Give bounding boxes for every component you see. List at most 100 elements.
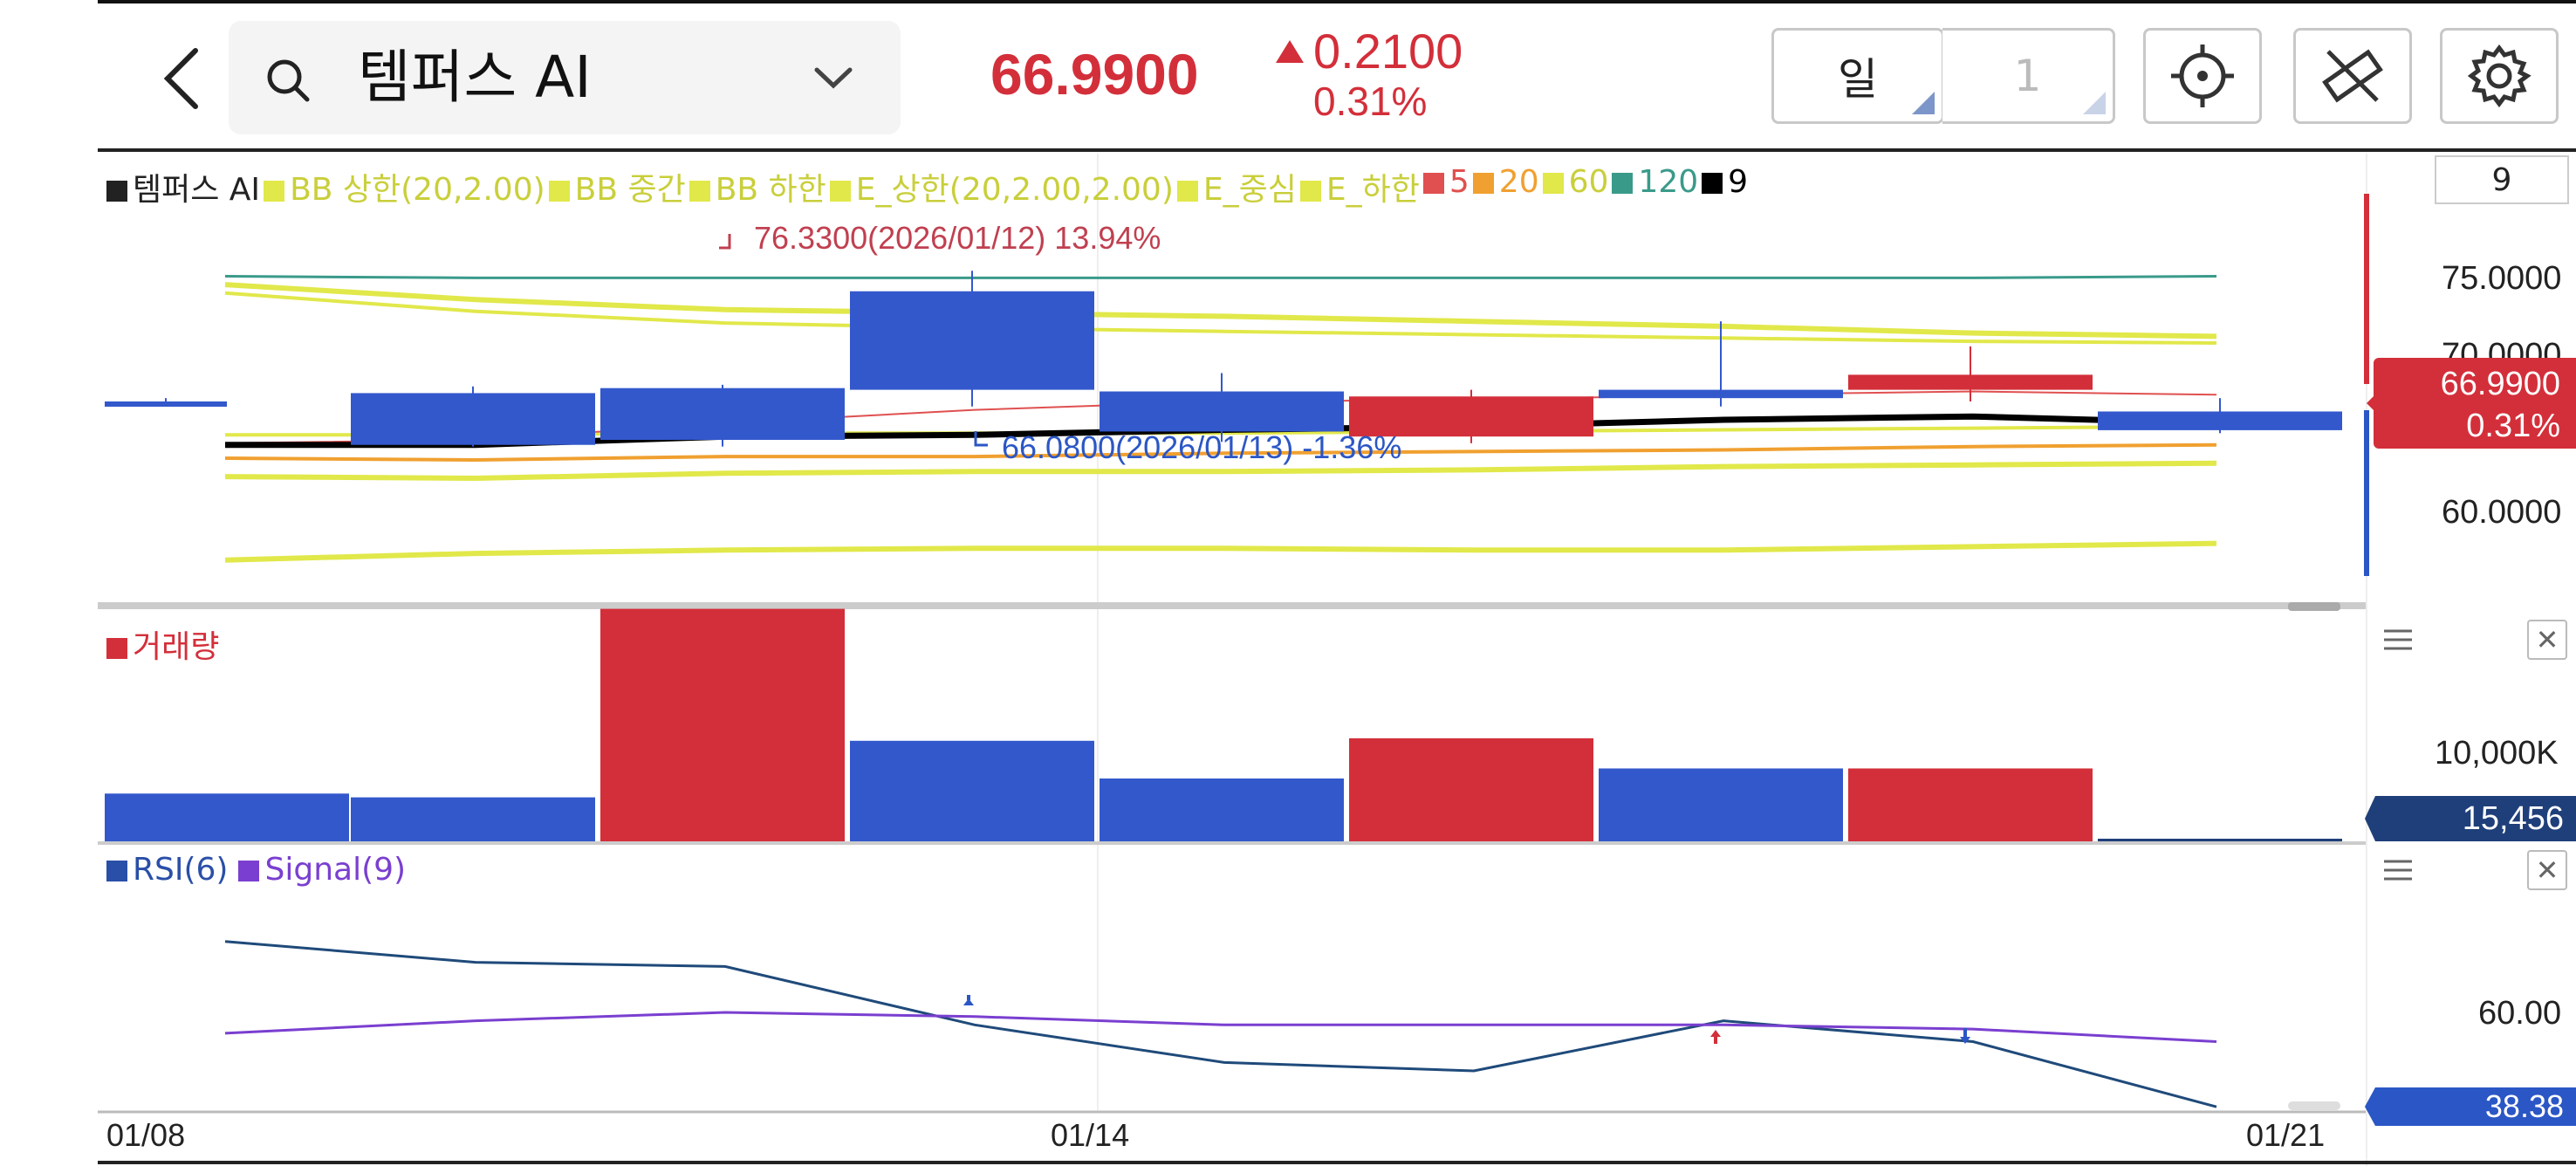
volume-bar [1848, 768, 2093, 841]
x-tick-label: 01/21 [2246, 1117, 2326, 1153]
legend-item[interactable]: 9 [1702, 164, 1748, 209]
indicator-line [224, 442, 2217, 463]
legend-item[interactable]: E_하한 [1299, 164, 1420, 209]
price-change-value: 0.2100 [1313, 24, 1463, 79]
ruler-off-icon [2322, 49, 2383, 103]
volume-legend-label: 거래량 [133, 629, 220, 665]
x-tick-label: 01/08 [106, 1117, 186, 1153]
high-marker-icon [719, 234, 731, 250]
legend-swatch [1422, 173, 1444, 194]
candle-body [1848, 374, 2093, 390]
volume-legend[interactable]: 거래량 [106, 621, 219, 667]
period-select-button[interactable]: 일 [1771, 28, 1944, 124]
legend-item[interactable]: 60 [1542, 164, 1609, 209]
up-signal-icon [1714, 1037, 1717, 1044]
legend-item[interactable]: RSI(6) [106, 852, 228, 888]
corner-triangle-icon [2083, 92, 2106, 114]
period-count-button[interactable]: 1 [1942, 28, 2115, 124]
legend-item[interactable]: 20 [1472, 164, 1539, 209]
indicator-lines [224, 275, 2321, 563]
legend-swatch [264, 181, 285, 202]
candle-body [1100, 391, 1344, 432]
legend-label: 9 [1728, 164, 1749, 200]
indicator-line [224, 291, 2217, 345]
legend-swatch [829, 181, 851, 202]
legend-swatch [106, 861, 127, 881]
legend-label: BB 중간 [574, 172, 686, 208]
legend-item[interactable]: Signal(9) [238, 852, 406, 888]
legend-item[interactable]: BB 상한(20,2.00) [264, 164, 545, 209]
stock-name[interactable]: 템퍼스 AI [358, 44, 592, 111]
corner-triangle-icon [1912, 92, 1935, 114]
crosshair-button[interactable] [2143, 28, 2262, 124]
rsi-series-line [224, 940, 2217, 1108]
close-icon[interactable]: ✕ [2527, 850, 2567, 890]
legend-swatch [689, 181, 710, 202]
legend-item[interactable]: BB 중간 [548, 164, 686, 209]
volume-pill: 15,456 [2375, 796, 2576, 841]
chevron-down-icon[interactable] [812, 61, 855, 96]
down-signal-icon [1960, 1037, 1970, 1044]
legend-label: E_하한 [1326, 172, 1420, 208]
legend-item[interactable]: BB 하한 [689, 164, 826, 209]
high-annotation: 76.3300(2026/01/12) 13.94% [754, 220, 1161, 256]
scrollbar-handle[interactable] [2288, 602, 2340, 611]
legend-item[interactable]: E_중심 [1176, 164, 1297, 209]
candle-body [600, 388, 845, 440]
rsi-y-tick: 60.00 [2478, 995, 2562, 1032]
legend-label: RSI(6) [133, 852, 229, 888]
legend-label: E_중심 [1202, 172, 1297, 208]
legend-item[interactable]: E_상한(20,2.00,2.00) [829, 164, 1174, 209]
legend-swatch [238, 861, 260, 881]
legend-swatch [548, 181, 570, 202]
legend-item[interactable]: 템퍼스 AI [106, 164, 260, 209]
down-signal-icon [963, 998, 974, 1005]
menu-icon[interactable] [2381, 857, 2415, 883]
legend-swatch [1612, 173, 1634, 194]
y-tick-label: 60.0000 [2442, 494, 2562, 531]
legend-swatch [1176, 181, 1198, 202]
stock-search-box[interactable] [229, 21, 901, 134]
legend-item[interactable]: 5 [1422, 164, 1470, 209]
candle-body [2098, 411, 2342, 430]
candlesticks [105, 271, 2342, 447]
legend-label: 60 [1568, 164, 1609, 200]
back-button[interactable] [148, 35, 218, 122]
period-count: 1 [2013, 51, 2042, 101]
down-signal-icon [1963, 1028, 1967, 1037]
legend-label: 20 [1498, 164, 1539, 200]
ma-period-input[interactable]: 9 [2435, 155, 2569, 204]
crosshair-icon [2171, 45, 2234, 107]
close-icon[interactable]: ✕ [2527, 620, 2567, 660]
legend-swatch [106, 181, 127, 202]
current-price-pill-value: 66.9900 [2440, 366, 2560, 402]
gear-icon [2467, 44, 2531, 108]
indicator-line [224, 282, 2217, 340]
up-signal-icon [1710, 1030, 1721, 1037]
scrollbar-handle[interactable] [2288, 1101, 2340, 1110]
x-tick-label: 01/14 [1051, 1117, 1130, 1153]
legend-swatch [1472, 173, 1494, 194]
low-annotation: 66.0800(2026/01/13) -1.36% [1002, 429, 1402, 465]
drawing-tools-button[interactable] [2293, 28, 2412, 124]
current-price-pill-percent: 0.31% [2466, 408, 2560, 444]
legend-label: 템퍼스 AI [133, 172, 261, 208]
rsi-pill: 38.38 [2375, 1087, 2576, 1126]
up-arrow-icon [1276, 40, 1304, 63]
volume-bar [600, 608, 845, 841]
volume-bar [1100, 778, 1344, 841]
settings-button[interactable] [2440, 28, 2559, 124]
indicator-line [224, 275, 2217, 279]
candle-body [1349, 396, 1593, 437]
menu-icon[interactable] [2381, 627, 2415, 653]
legend-swatch [106, 638, 127, 659]
volume-y-tick: 10,000K [2435, 735, 2559, 772]
y-tick-label: 75.0000 [2442, 260, 2562, 297]
price-pill-pointer [2367, 394, 2375, 412]
main-chart-legend[interactable]: 템퍼스 AI BB 상한(20,2.00) BB 중간 BB 하한 E_상한(20,2.… [106, 164, 1748, 209]
legend-item[interactable]: 120 [1612, 164, 1698, 209]
legend-label: Signal(9) [264, 852, 407, 888]
rsi-legend[interactable]: RSI(6) Signal(9) [106, 852, 406, 888]
volume-pill-pointer [2365, 796, 2375, 841]
